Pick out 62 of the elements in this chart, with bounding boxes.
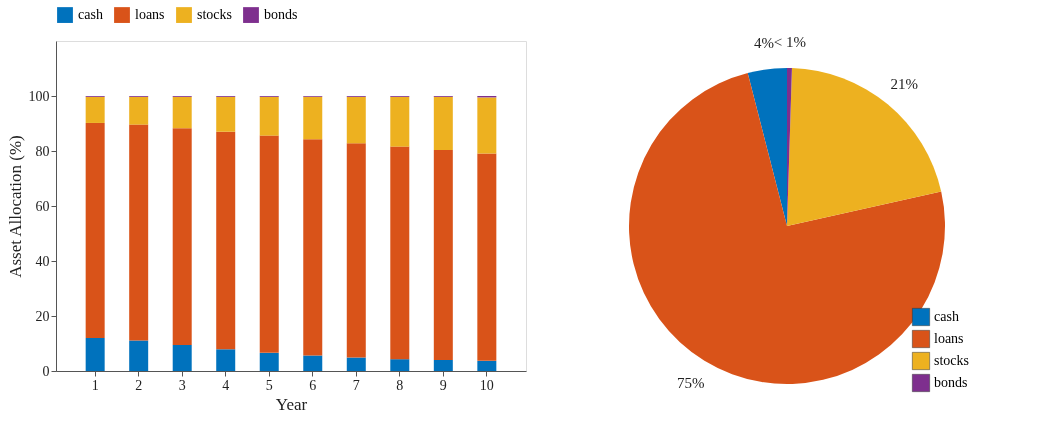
data-label: 4% — [753, 35, 774, 52]
y-axis-title: Asset Allocation (%) — [5, 135, 25, 278]
x-tick-label: 3 — [178, 377, 186, 393]
bar — [433, 96, 453, 150]
x-tick-label: 6 — [309, 377, 317, 393]
bar — [172, 128, 192, 345]
y-tick-label: 60 — [35, 198, 50, 214]
x-tick-label: 10 — [479, 377, 494, 393]
x-tick-label: 5 — [265, 377, 273, 393]
pie-slice — [747, 68, 787, 226]
legend-label: stocks — [197, 7, 232, 23]
legend-label: bonds — [264, 7, 298, 23]
y-tick-label: 20 — [35, 308, 50, 324]
bar — [433, 360, 453, 371]
bar — [303, 139, 323, 356]
bar — [85, 122, 105, 338]
bar — [390, 359, 410, 371]
y-tick-label: 40 — [35, 253, 50, 269]
bar — [129, 96, 149, 125]
bar — [390, 96, 410, 147]
data-label: 75% — [677, 374, 705, 391]
x-axis-title: Year — [275, 394, 308, 414]
bar — [303, 96, 323, 140]
x-tick-label: 8 — [396, 377, 404, 393]
x-tick-label: 7 — [352, 377, 360, 393]
legend-label: cash — [934, 309, 959, 324]
pie-slice — [787, 68, 942, 226]
x-tick-label: 1 — [91, 377, 99, 393]
y-tick-label: 80 — [35, 143, 50, 159]
bar — [129, 124, 149, 341]
bar — [477, 97, 497, 154]
bar — [172, 96, 192, 129]
bar — [477, 360, 497, 371]
legend-label: loans — [135, 7, 165, 23]
x-tick-label: 4 — [222, 377, 230, 393]
bar — [346, 357, 366, 371]
bar — [85, 96, 105, 123]
legend-label: loans — [934, 331, 964, 346]
bar — [433, 149, 453, 360]
bar — [259, 352, 279, 371]
y-tick-label: 100 — [28, 88, 50, 104]
bar — [259, 96, 279, 136]
x-tick-label: 2 — [135, 377, 143, 393]
bar — [259, 135, 279, 353]
bar — [216, 96, 236, 132]
bar — [390, 146, 410, 360]
bar — [129, 340, 149, 371]
bar — [216, 131, 236, 350]
bar — [172, 344, 192, 371]
bar — [477, 153, 497, 361]
y-tick-label: 0 — [42, 363, 50, 379]
legend-label: stocks — [934, 353, 969, 368]
bar — [85, 338, 105, 371]
data-label: < 1% — [773, 34, 806, 51]
bar — [346, 96, 366, 144]
x-tick-label: 9 — [439, 377, 447, 393]
bar — [216, 349, 236, 371]
legend-label: cash — [78, 7, 103, 23]
data-label: 21% — [890, 76, 919, 93]
legend-label: bonds — [934, 375, 968, 390]
bar — [303, 355, 323, 371]
bar — [346, 143, 366, 358]
